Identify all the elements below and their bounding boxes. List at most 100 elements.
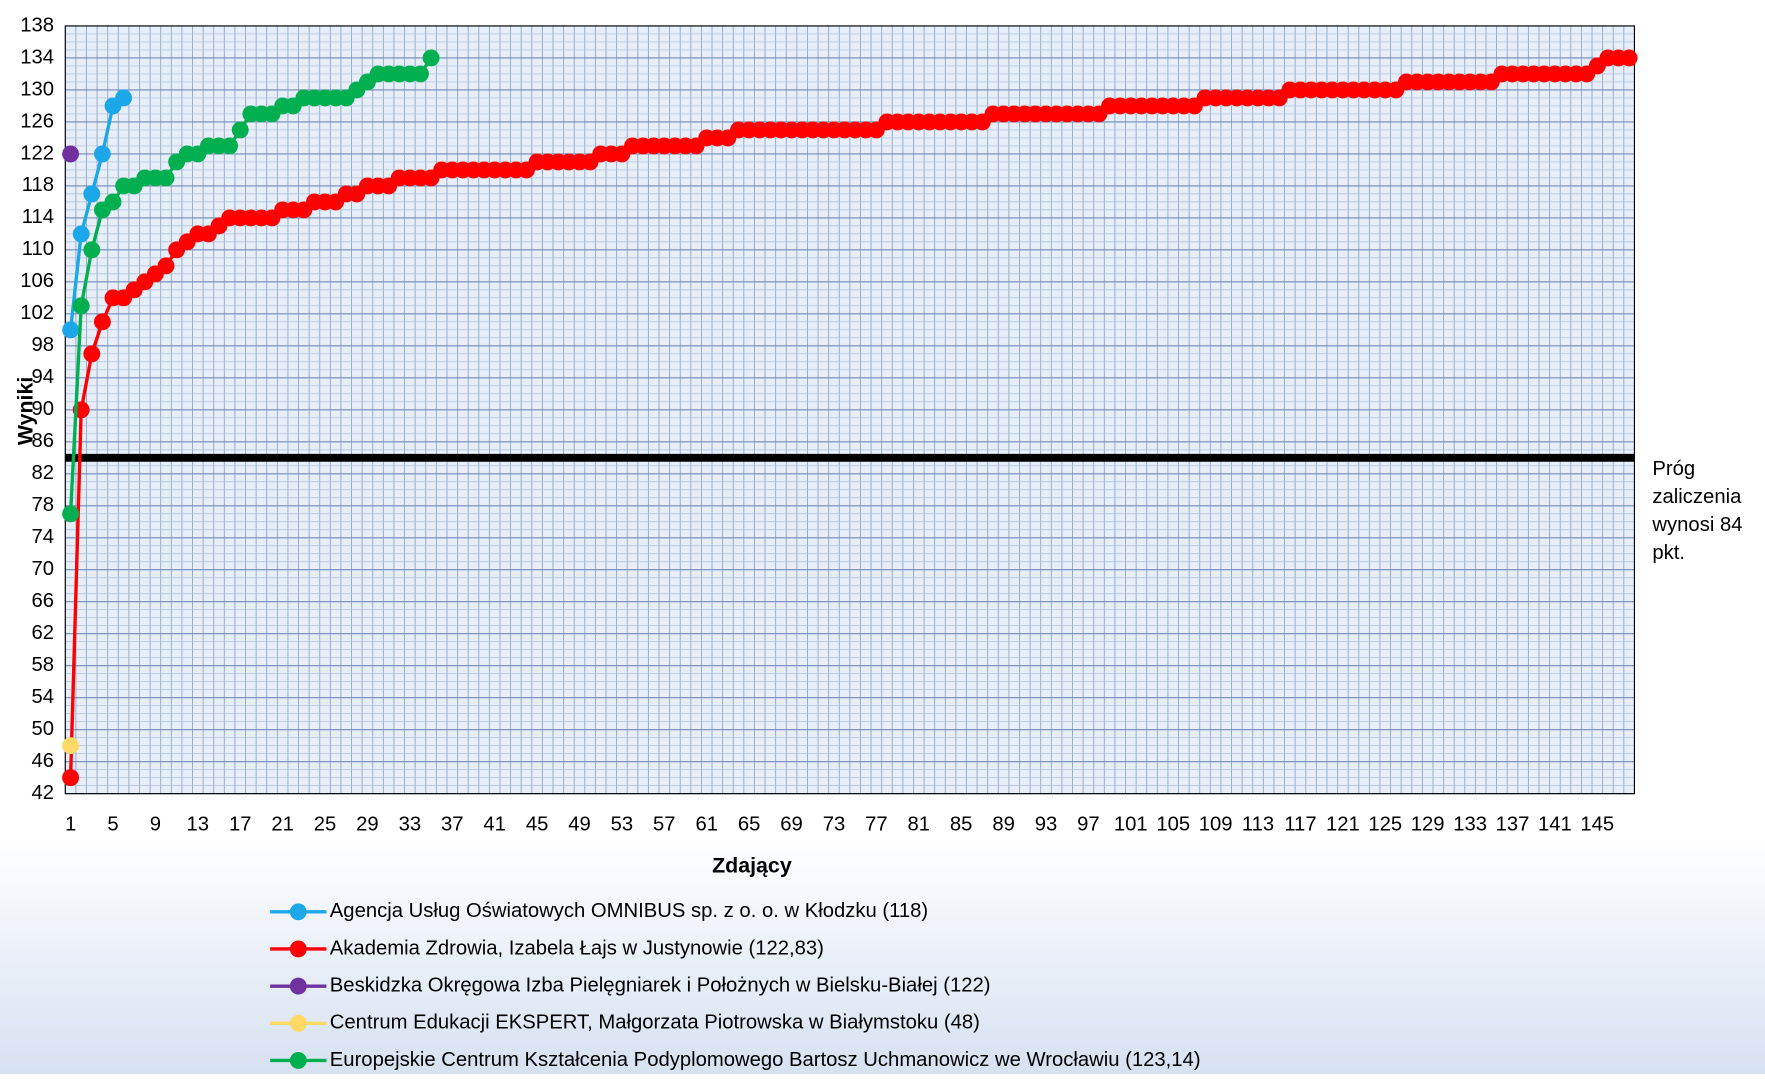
threshold-label: pkt. (1652, 542, 1685, 564)
y-tick-label: 66 (31, 590, 54, 612)
x-tick-label: 73 (823, 814, 846, 836)
threshold-label: zaliczenia (1652, 486, 1742, 508)
threshold-label: Próg (1652, 458, 1695, 480)
x-tick-label: 77 (865, 814, 888, 836)
x-tick-label: 125 (1368, 814, 1402, 836)
x-tick-label: 41 (483, 814, 506, 836)
legend-label: Centrum Edukacji EKSPERT, Małgorzata Pio… (330, 1012, 980, 1034)
x-axis-title: Zdający (712, 853, 792, 877)
legend-label: Agencja Usług Oświatowych OMNIBUS sp. z … (330, 900, 928, 922)
x-tick-label: 101 (1114, 814, 1148, 836)
legend-label: Beskidzka Okręgowa Izba Pielęgniarek i P… (330, 974, 991, 996)
data-point (157, 257, 175, 275)
y-tick-label: 122 (20, 142, 54, 164)
x-tick-label: 81 (908, 814, 931, 836)
x-tick-label: 141 (1538, 814, 1572, 836)
x-tick-label: 145 (1580, 814, 1614, 836)
data-point (422, 49, 440, 67)
y-tick-label: 54 (31, 686, 54, 708)
data-point (62, 737, 80, 755)
legend-marker (289, 1014, 307, 1032)
x-tick-label: 113 (1242, 814, 1274, 836)
x-tick-label: 117 (1284, 814, 1316, 836)
y-tick-label: 86 (31, 430, 54, 452)
x-tick-label: 29 (356, 814, 379, 836)
legend-marker (289, 977, 307, 995)
y-tick-label: 110 (22, 238, 54, 260)
x-tick-label: 17 (229, 814, 252, 836)
y-tick-label: 82 (31, 462, 54, 484)
y-axis-title: Wyniki (14, 377, 38, 445)
x-tick-label: 25 (314, 814, 337, 836)
y-tick-label: 106 (20, 270, 54, 292)
legend-marker (289, 1051, 307, 1069)
plot-border (64, 25, 1635, 795)
x-tick-label: 9 (150, 814, 161, 836)
x-tick-label: 13 (187, 814, 210, 836)
data-point (412, 65, 429, 83)
y-tick-label: 74 (31, 526, 54, 548)
x-tick-label: 65 (738, 814, 761, 836)
y-tick-label: 78 (31, 494, 54, 516)
x-tick-label: 5 (107, 814, 118, 836)
x-tick-label: 45 (526, 814, 549, 836)
data-point (72, 297, 90, 315)
data-point (83, 241, 101, 259)
data-point (93, 145, 111, 163)
x-tick-label: 109 (1199, 814, 1233, 836)
data-point (1620, 49, 1638, 67)
y-tick-label: 134 (20, 46, 54, 68)
y-tick-label: 130 (20, 78, 54, 100)
data-point (157, 169, 175, 187)
x-tick-label: 137 (1496, 814, 1530, 836)
y-tick-label: 94 (31, 366, 54, 388)
x-tick-label: 33 (399, 814, 422, 836)
data-point (62, 505, 80, 523)
data-point (62, 321, 80, 339)
data-point (221, 137, 239, 155)
y-tick-label: 126 (20, 110, 54, 132)
legend-label: Europejskie Centrum Kształcenia Podyplom… (330, 1049, 1201, 1071)
x-tick-label: 1 (65, 814, 76, 836)
y-tick-label: 46 (31, 750, 54, 772)
data-point (83, 345, 101, 363)
x-tick-label: 89 (992, 814, 1015, 836)
x-tick-label: 129 (1411, 814, 1445, 836)
x-tick-label: 61 (695, 814, 718, 836)
y-tick-label: 114 (22, 206, 54, 228)
x-tick-label: 133 (1453, 814, 1487, 836)
legend-marker (289, 903, 307, 921)
x-tick-label: 69 (780, 814, 803, 836)
data-point (83, 185, 101, 203)
x-tick-label: 105 (1156, 814, 1190, 836)
y-tick-label: 98 (31, 334, 54, 356)
y-tick-label: 118 (22, 174, 54, 196)
data-point (231, 121, 249, 139)
x-tick-label: 37 (441, 814, 464, 836)
y-tick-label: 58 (31, 654, 54, 676)
data-point (93, 313, 111, 331)
data-point (62, 145, 80, 163)
x-tick-label: 97 (1077, 814, 1100, 836)
x-tick-label: 57 (653, 814, 676, 836)
y-tick-label: 138 (20, 14, 54, 36)
y-tick-label: 90 (31, 398, 54, 420)
legend-label: Akademia Zdrowia, Izabela Łajs w Justyno… (330, 937, 824, 959)
data-point (115, 89, 133, 107)
data-point (72, 225, 90, 243)
y-tick-label: 42 (31, 782, 54, 804)
legend-marker (289, 940, 307, 958)
y-tick-label: 50 (31, 718, 54, 740)
x-tick-label: 85 (950, 814, 973, 836)
x-tick-label: 49 (568, 814, 591, 836)
data-point (104, 193, 122, 211)
y-tick-label: 102 (20, 302, 54, 324)
x-tick-label: 93 (1035, 814, 1058, 836)
y-tick-label: 62 (31, 622, 54, 644)
x-tick-label: 121 (1326, 814, 1360, 836)
threshold-label: wynosi 84 (1651, 514, 1742, 536)
y-tick-label: 70 (31, 558, 54, 580)
x-tick-label: 53 (611, 814, 634, 836)
data-point (62, 769, 80, 787)
